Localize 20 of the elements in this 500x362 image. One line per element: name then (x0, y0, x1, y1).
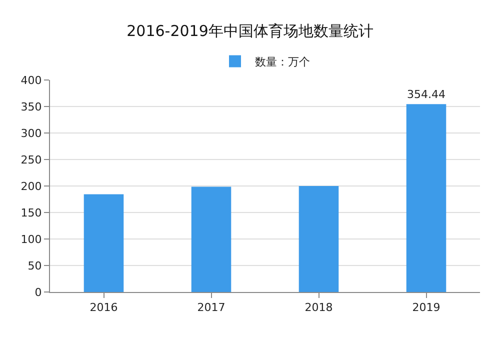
y-tick-label: 350 (20, 100, 42, 114)
bar (191, 186, 232, 292)
chart-title: 2016-2019年中国体育场地数量统计 (126, 22, 374, 40)
y-tick-label: 50 (28, 259, 42, 272)
y-tick-label: 200 (20, 180, 42, 193)
x-tick-label: 2019 (412, 301, 440, 314)
legend-label: 数量：万个 (255, 56, 310, 69)
x-tick-label: 2017 (197, 301, 226, 314)
bar (298, 186, 339, 292)
bar (84, 194, 124, 292)
x-tick-label: 2018 (304, 301, 333, 314)
y-tick-label: 400 (20, 74, 42, 87)
x-tick-label: 2016 (90, 301, 118, 314)
y-tick-label: 150 (20, 206, 42, 220)
data-label: 354.44 (407, 88, 446, 102)
y-tick-label: 300 (20, 126, 42, 140)
bar (406, 104, 446, 292)
y-tick-label: 250 (20, 153, 42, 166)
y-tick-label: 100 (20, 232, 42, 246)
y-tick-label: 0 (34, 286, 42, 299)
